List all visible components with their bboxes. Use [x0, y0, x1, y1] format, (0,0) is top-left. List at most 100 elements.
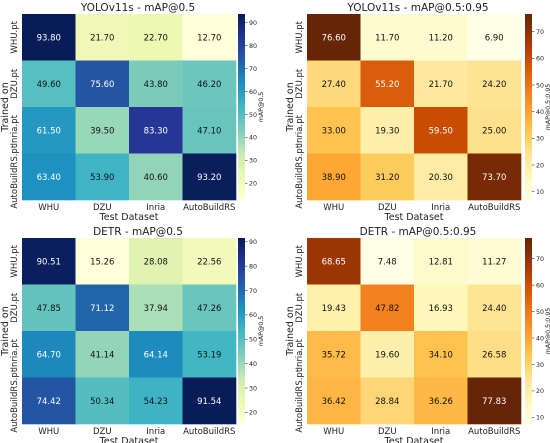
cell-value-label: 31.20: [375, 173, 399, 183]
colorbar-tick-label: 90: [249, 20, 257, 27]
cell-value-label: 53.90: [90, 173, 114, 183]
heatmap-cell: [307, 107, 361, 154]
heatmap-cell: [360, 331, 415, 378]
y-axis-label: Trained on: [0, 306, 11, 357]
cell-value-label: 40.60: [144, 173, 168, 183]
cell-value-label: 12.70: [197, 33, 221, 43]
cell-value-label: 38.90: [322, 173, 346, 183]
heatmap-cell: [75, 284, 130, 332]
heatmap-cell: [129, 153, 183, 201]
colorbar-tick-label: 70: [536, 256, 544, 263]
cell-value-label: 47.10: [197, 126, 221, 136]
cell-value-label: 50.34: [90, 397, 114, 407]
colorbar-tick-label: 30: [249, 158, 257, 165]
heatmap-cell: [182, 331, 237, 378]
x-tick-label: DZU: [378, 427, 397, 437]
heatmap-cell: [414, 238, 468, 285]
heatmap-panel-4: DETR - mAP@0.5:0.95 68.65 7.48 12.81 11.27 19…: [285, 226, 550, 443]
cell-value-label: 93.20: [197, 173, 221, 183]
x-tick-label: AutoBuildRS: [468, 203, 520, 213]
colorbar-label: mAP@0.5: [257, 316, 265, 347]
colorbar-tick-label: 30: [249, 385, 257, 392]
colorbar-tick-label: 10: [536, 415, 544, 422]
heatmap-cell: [22, 107, 76, 154]
y-tick-label: Inria.pt: [10, 338, 20, 369]
heatmap-cell: [360, 14, 415, 61]
cell-value-label: 73.70: [482, 173, 506, 183]
heatmap-cell: [307, 331, 361, 378]
x-tick-label: DZU: [378, 203, 397, 213]
heatmap-cell: [22, 377, 76, 425]
colorbar-label: mAP@0.5:0.95: [544, 84, 550, 131]
cell-value-label: 47.85: [37, 304, 61, 314]
y-tick-label: Inria.pt: [10, 114, 20, 145]
colorbar-tick-label: 60: [536, 282, 544, 289]
heatmap-title: YOLOv11s - mAP@0.5:0.95: [346, 2, 488, 14]
x-tick-label: DZU: [93, 427, 112, 437]
colorbar-tick-label: 80: [249, 263, 257, 270]
heatmap-cell: [467, 284, 522, 332]
y-tick-label: Inria.pt: [295, 114, 305, 145]
cell-value-label: 11.70: [375, 33, 399, 43]
cell-value-label: 36.26: [429, 397, 453, 407]
y-axis-label: Trained on: [0, 82, 11, 133]
heatmap-cell: [22, 284, 76, 332]
colorbar-tick-label: 20: [249, 410, 257, 417]
cell-value-label: 41.14: [90, 350, 114, 360]
heatmap-cell: [467, 238, 522, 285]
cell-value-label: 93.80: [37, 33, 61, 43]
heatmap-cell: [307, 238, 361, 285]
y-tick-label: DZU.pt: [295, 68, 305, 99]
x-axis-label: Test Dataset: [99, 436, 159, 443]
heatmap-title: DETR - mAP@0.5:0.95: [360, 226, 477, 238]
heatmap-cell: [75, 153, 130, 201]
heatmap-cell: [129, 284, 183, 332]
colorbar-tick-label: 50: [536, 82, 544, 89]
cell-value-label: 22.70: [144, 33, 168, 43]
heatmap-cell: [360, 60, 415, 108]
cell-value-label: 21.70: [90, 33, 114, 43]
y-tick-label: DZU.pt: [295, 292, 305, 323]
cell-value-label: 15.26: [90, 257, 114, 267]
colorbar-tick-label: 20: [536, 162, 544, 169]
cell-value-label: 64.70: [37, 350, 61, 360]
colorbar-tick-label: 40: [536, 109, 544, 116]
heatmap-cell: [467, 377, 522, 425]
heatmap-cell: [75, 14, 130, 61]
heatmap-title: DETR - mAP@0.5: [93, 226, 183, 238]
heatmap-cell: [129, 60, 183, 108]
heatmap-cell: [307, 60, 361, 108]
cell-value-label: 35.72: [322, 350, 346, 360]
cell-value-label: 64.14: [144, 350, 168, 360]
heatmap-cell: [182, 60, 237, 108]
colorbar-tick-label: 30: [536, 362, 544, 369]
heatmap-cell: [129, 107, 183, 154]
heatmap-cell: [182, 14, 237, 61]
colorbar-tick-label: 40: [249, 361, 257, 368]
heatmap-cell: [75, 107, 130, 154]
y-tick-label: WHU.pt: [295, 20, 305, 53]
colorbar-tick-label: 60: [249, 312, 257, 319]
colorbar-tick-label: 60: [536, 56, 544, 63]
cell-value-label: 11.20: [429, 33, 453, 43]
colorbar: [525, 14, 532, 200]
cell-value-label: 74.42: [37, 397, 61, 407]
heatmap-cell: [414, 331, 468, 378]
heatmap-cell: [182, 284, 237, 332]
heatmap-cell: [414, 14, 468, 61]
heatmap-cell: [360, 284, 415, 332]
y-tick-label: AutoBuildRS.pt: [10, 368, 20, 432]
cell-value-label: 19.30: [375, 126, 399, 136]
colorbar-tick-label: 20: [536, 388, 544, 395]
cell-value-label: 47.26: [197, 304, 221, 314]
colorbar-label: mAP@0.5:0.95: [544, 308, 550, 355]
heatmap-cell: [307, 284, 361, 332]
colorbar-tick-label: 30: [536, 136, 544, 143]
cell-value-label: 83.30: [144, 126, 168, 136]
x-tick-label: Inria: [146, 427, 165, 437]
heatmap-cell: [129, 14, 183, 61]
colorbar-tick-label: 10: [536, 189, 544, 196]
heatmap-cell: [75, 377, 130, 425]
cell-value-label: 16.93: [429, 304, 453, 314]
